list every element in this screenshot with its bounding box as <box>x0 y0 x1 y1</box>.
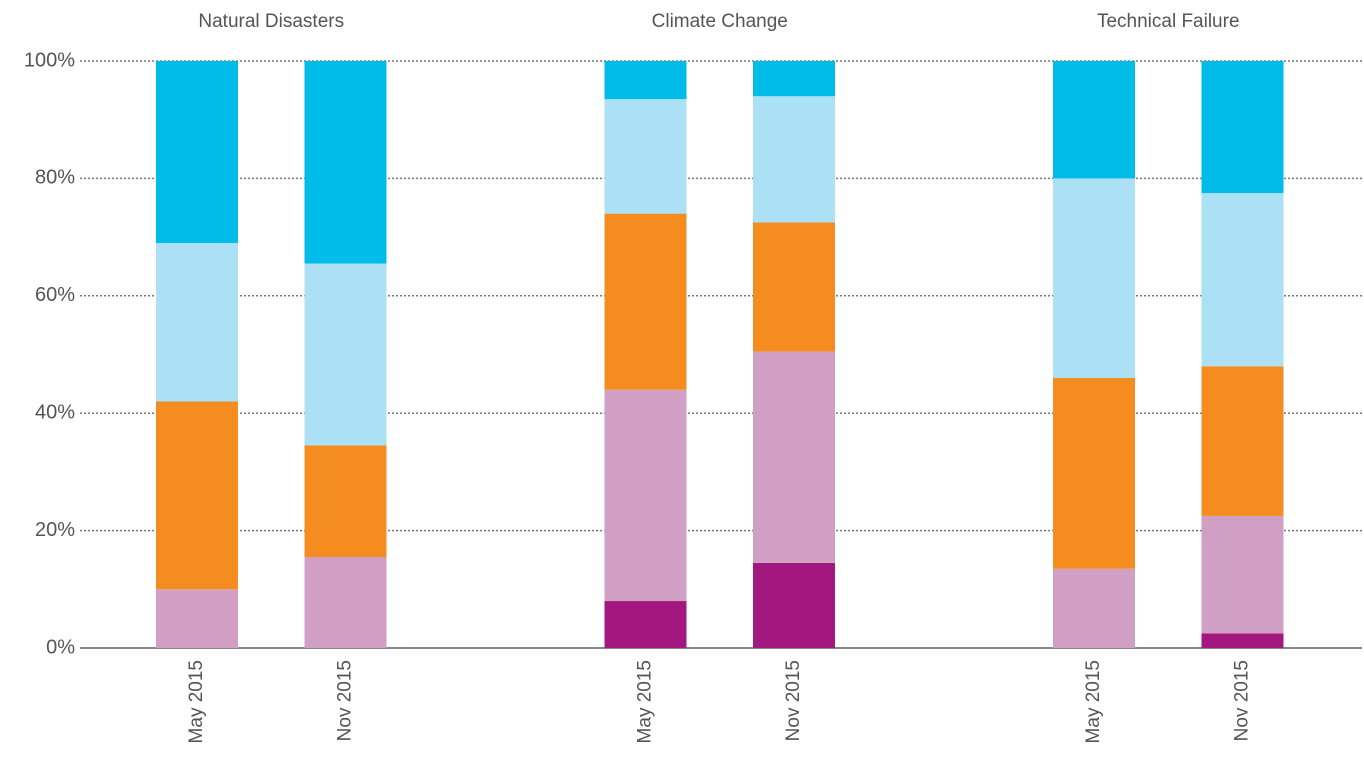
y-tick-label: 20% <box>35 519 75 541</box>
bar-segment <box>304 61 387 264</box>
y-tick-label: 80% <box>35 167 75 189</box>
x-tick-label: Nov 2015 <box>1232 660 1253 741</box>
bar-segment <box>604 389 687 602</box>
bar-segment <box>753 222 835 352</box>
x-tick-label: May 2015 <box>1083 660 1104 743</box>
x-tick-label: May 2015 <box>635 660 656 743</box>
bar-segment <box>1053 61 1135 179</box>
bar-segment <box>753 351 835 563</box>
bar-segment <box>304 445 387 558</box>
x-tick-label: Nov 2015 <box>335 660 356 741</box>
bar-segment <box>604 99 687 214</box>
bar-segment <box>1053 178 1135 378</box>
bar-segment <box>1053 377 1135 569</box>
bar-segment <box>753 96 835 223</box>
bar-segment <box>753 562 835 648</box>
group-label: Technical Failure <box>1097 11 1240 32</box>
bar-segment <box>604 213 687 390</box>
bar-segment <box>1201 633 1284 648</box>
y-tick-label: 0% <box>46 636 75 658</box>
bar-segment <box>604 61 687 100</box>
bar-segment <box>1201 193 1284 367</box>
bar-segment <box>1053 568 1135 648</box>
group-label: Natural Disasters <box>198 11 344 32</box>
y-tick-label: 60% <box>35 284 75 306</box>
x-tick-label: Nov 2015 <box>783 660 804 741</box>
bar-segment <box>1201 515 1284 634</box>
bar-segment <box>1201 61 1284 194</box>
bar-segment <box>156 61 238 243</box>
bar-segment <box>304 263 387 446</box>
y-tick-label: 40% <box>35 401 75 423</box>
y-tick-label: 100% <box>24 49 75 71</box>
bar-segment <box>1201 366 1284 516</box>
bar-segment <box>156 401 238 590</box>
group-label: Climate Change <box>652 11 788 32</box>
bar-segment <box>753 61 835 97</box>
bar-segment <box>156 242 238 402</box>
bar-segment <box>304 557 387 648</box>
x-tick-label: May 2015 <box>186 660 207 743</box>
bar-segment <box>604 601 687 648</box>
bar-segment <box>156 589 238 648</box>
